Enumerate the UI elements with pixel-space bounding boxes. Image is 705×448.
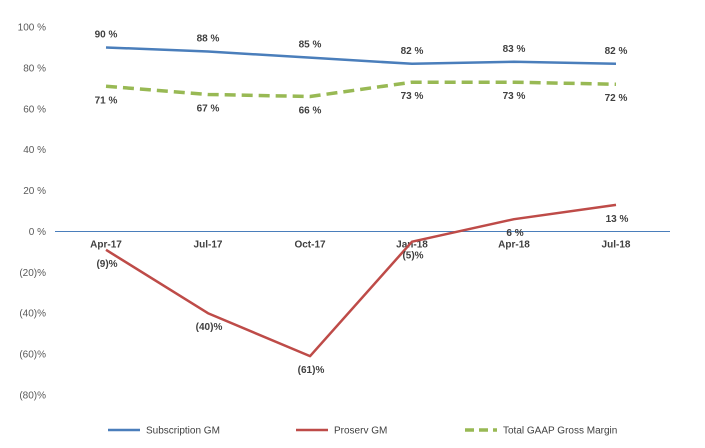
y-axis: 100 % 80 % 60 % 40 % 20 % 0 % (20)% (40)% (60)% (… — [18, 23, 46, 402]
x-tick-label: Jul-18 — [602, 239, 631, 250]
y-tick-label: (20)% — [19, 268, 46, 279]
legend-label: Subscription GM — [146, 426, 220, 437]
data-label: 83 % — [503, 44, 526, 55]
data-label: 72 % — [605, 93, 628, 104]
y-tick-label: 60 % — [23, 104, 46, 115]
data-label: (5)% — [402, 251, 423, 262]
x-tick-label: Oct-17 — [294, 239, 326, 250]
data-label: 67 % — [197, 103, 220, 114]
x-tick-label: Jan-18 — [396, 239, 428, 250]
data-labels: 90 % 88 % 85 % 82 % 83 % 82 % (9)% (40)% (61)% (5… — [95, 29, 629, 376]
y-tick-label: (80)% — [19, 391, 46, 402]
data-label: 90 % — [95, 29, 118, 40]
y-tick-label: 0 % — [29, 227, 46, 238]
x-tick-label: Apr-18 — [498, 239, 530, 250]
data-label: (61)% — [298, 365, 325, 376]
y-tick-label: (40)% — [19, 309, 46, 320]
y-tick-label: 20 % — [23, 186, 46, 197]
series-lines — [105, 46, 617, 358]
legend-label: Total GAAP Gross Margin — [503, 426, 617, 437]
data-label: 66 % — [299, 106, 322, 117]
data-label: 13 % — [606, 214, 629, 225]
series-line-1 — [105, 203, 617, 358]
legend-item: Proserv GM — [296, 426, 387, 437]
data-label: 85 % — [299, 40, 322, 51]
series-line-0 — [105, 46, 617, 66]
data-label: 73 % — [401, 91, 424, 102]
y-tick-label: 100 % — [18, 23, 46, 34]
legend-item: Subscription GM — [108, 426, 220, 437]
data-label: 82 % — [401, 46, 424, 57]
data-label: 71 % — [95, 95, 118, 106]
x-tick-label: Apr-17 — [90, 239, 122, 250]
x-tick-label: Jul-17 — [194, 239, 223, 250]
data-label: (9)% — [96, 259, 117, 270]
legend-label: Proserv GM — [334, 426, 387, 437]
x-axis: Apr-17 Jul-17 Oct-17 Jan-18 Apr-18 Jul-18 — [90, 239, 631, 250]
legend: Subscription GM Proserv GM Total GAAP Gros… — [108, 426, 617, 437]
data-label: 88 % — [197, 34, 220, 45]
y-tick-label: (60)% — [19, 350, 46, 361]
y-tick-label: 80 % — [23, 63, 46, 74]
data-label: 73 % — [503, 91, 526, 102]
series-line-2 — [105, 80, 617, 99]
data-label: 82 % — [605, 46, 628, 57]
data-label: (40)% — [196, 322, 223, 333]
data-label: 6 % — [506, 228, 523, 239]
legend-item: Total GAAP Gross Margin — [465, 426, 617, 437]
y-tick-label: 40 % — [23, 145, 46, 156]
